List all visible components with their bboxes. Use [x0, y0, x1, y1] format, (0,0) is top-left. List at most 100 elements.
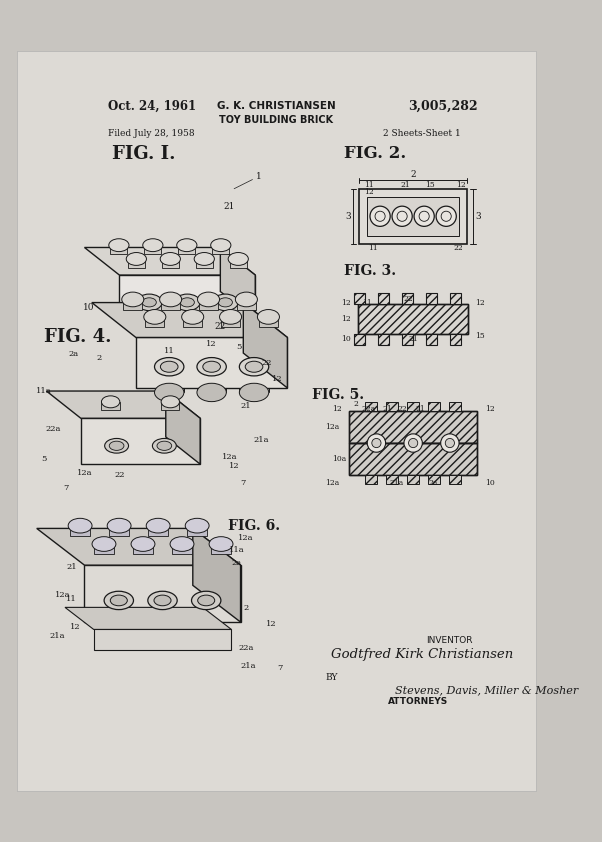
Ellipse shape	[155, 383, 184, 402]
Text: 12: 12	[341, 315, 351, 323]
Text: 21: 21	[401, 181, 411, 189]
Circle shape	[441, 434, 459, 452]
Circle shape	[409, 439, 418, 448]
Ellipse shape	[175, 294, 200, 311]
Polygon shape	[65, 607, 231, 630]
Polygon shape	[213, 245, 229, 254]
FancyBboxPatch shape	[16, 51, 536, 791]
Text: 3: 3	[476, 212, 481, 221]
Text: 11: 11	[164, 347, 175, 355]
FancyBboxPatch shape	[407, 475, 419, 484]
Ellipse shape	[197, 595, 215, 605]
Text: 21a: 21a	[240, 662, 256, 670]
FancyBboxPatch shape	[378, 293, 389, 305]
Ellipse shape	[152, 439, 176, 453]
Text: ATTORNEYS: ATTORNEYS	[388, 697, 448, 706]
Text: 21: 21	[408, 335, 418, 344]
Circle shape	[392, 206, 412, 226]
FancyBboxPatch shape	[450, 293, 461, 305]
Ellipse shape	[197, 292, 220, 306]
Polygon shape	[46, 391, 200, 418]
Text: 12a: 12a	[238, 534, 254, 541]
Ellipse shape	[209, 536, 233, 552]
Polygon shape	[84, 248, 255, 275]
Ellipse shape	[235, 292, 258, 306]
Ellipse shape	[220, 310, 241, 324]
Ellipse shape	[180, 298, 194, 306]
Text: 12: 12	[485, 405, 494, 413]
Polygon shape	[199, 300, 218, 310]
Polygon shape	[196, 259, 213, 268]
Polygon shape	[94, 544, 114, 554]
Text: 7: 7	[278, 664, 283, 672]
FancyBboxPatch shape	[365, 475, 377, 484]
Text: Filed July 28, 1958: Filed July 28, 1958	[108, 129, 195, 138]
Polygon shape	[133, 544, 153, 554]
Ellipse shape	[126, 253, 146, 265]
Text: 22a: 22a	[362, 405, 376, 413]
Polygon shape	[144, 245, 161, 254]
Ellipse shape	[144, 310, 166, 324]
FancyBboxPatch shape	[407, 402, 419, 411]
Text: 2: 2	[354, 400, 359, 408]
Ellipse shape	[203, 361, 220, 372]
Text: 10: 10	[485, 478, 494, 487]
Ellipse shape	[161, 396, 179, 408]
Ellipse shape	[240, 383, 268, 402]
Text: 2: 2	[243, 605, 249, 612]
Polygon shape	[193, 529, 241, 622]
Ellipse shape	[110, 595, 127, 605]
Polygon shape	[184, 317, 202, 327]
FancyBboxPatch shape	[367, 197, 459, 236]
Text: 12: 12	[272, 375, 282, 383]
Ellipse shape	[105, 439, 129, 453]
Text: 5: 5	[236, 343, 241, 350]
Ellipse shape	[102, 396, 120, 408]
Text: FIG. 3.: FIG. 3.	[344, 264, 396, 279]
Polygon shape	[221, 317, 240, 327]
Ellipse shape	[142, 298, 157, 306]
Text: Oct. 24, 1961: Oct. 24, 1961	[108, 99, 196, 113]
Ellipse shape	[213, 294, 238, 311]
Polygon shape	[94, 630, 231, 650]
FancyBboxPatch shape	[450, 475, 461, 484]
Text: 12: 12	[456, 181, 465, 189]
Text: 12a: 12a	[76, 469, 92, 477]
Text: 22a: 22a	[46, 425, 61, 434]
Text: FIG. I.: FIG. I.	[112, 145, 176, 163]
Text: 10a: 10a	[332, 456, 346, 463]
Text: 2a: 2a	[429, 478, 438, 487]
Text: 12a: 12a	[222, 453, 237, 461]
Text: 7: 7	[241, 478, 246, 487]
FancyBboxPatch shape	[355, 293, 365, 305]
FancyBboxPatch shape	[426, 333, 437, 344]
Circle shape	[445, 439, 455, 448]
Circle shape	[370, 206, 390, 226]
Ellipse shape	[155, 358, 184, 376]
Circle shape	[404, 434, 423, 452]
Text: BY: BY	[326, 673, 338, 682]
Text: 22: 22	[215, 322, 226, 331]
Ellipse shape	[245, 361, 263, 372]
Text: Godtfred Kirk Christiansen: Godtfred Kirk Christiansen	[331, 647, 514, 661]
Circle shape	[436, 206, 456, 226]
Text: 3: 3	[345, 212, 351, 221]
Text: 11: 11	[364, 181, 374, 189]
Ellipse shape	[148, 591, 177, 610]
Ellipse shape	[143, 239, 163, 252]
Polygon shape	[119, 275, 255, 319]
Ellipse shape	[219, 298, 232, 306]
Polygon shape	[110, 245, 128, 254]
Ellipse shape	[228, 253, 249, 265]
Text: 22: 22	[453, 244, 463, 253]
Polygon shape	[84, 565, 241, 622]
Text: 12a: 12a	[326, 478, 340, 487]
Polygon shape	[211, 544, 231, 554]
FancyBboxPatch shape	[426, 293, 437, 305]
Text: FIG. 4.: FIG. 4.	[44, 328, 111, 346]
Ellipse shape	[194, 253, 214, 265]
Text: 10: 10	[83, 302, 95, 312]
Ellipse shape	[122, 292, 144, 306]
Ellipse shape	[185, 519, 209, 533]
Text: 12: 12	[476, 299, 485, 306]
